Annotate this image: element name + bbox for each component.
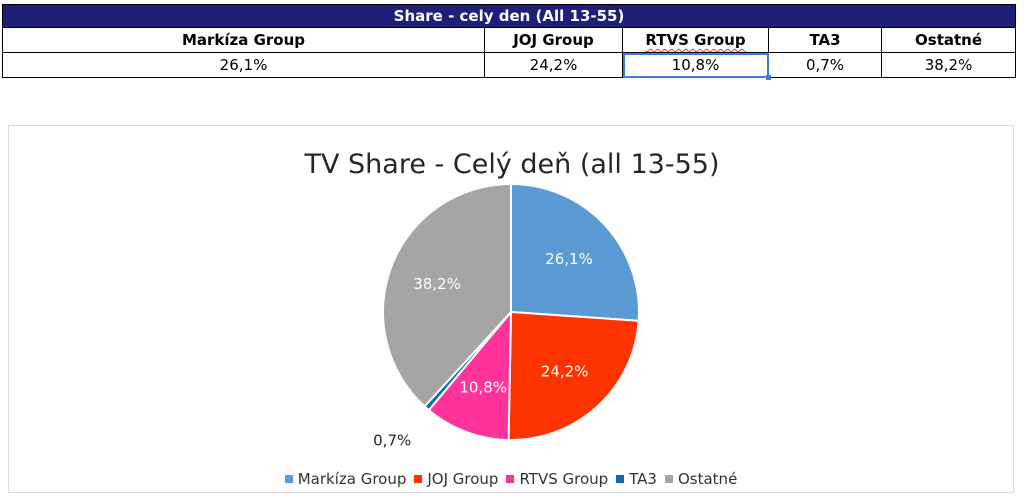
legend-swatch-joj [414, 474, 423, 483]
legend-item-ostatne[interactable]: Ostatné [664, 470, 738, 488]
header-ostatne[interactable]: Ostatné [880, 27, 1017, 53]
data-label-markiza: 26,1% [545, 250, 593, 268]
table-title[interactable]: Share - cely den (All 13-55) [1, 4, 1017, 28]
data-label-joj: 24,2% [541, 363, 589, 381]
chart-area[interactable]: TV Share - Celý deň (all 13-55) 26,1% 24,… [8, 125, 1014, 493]
table-header-row: Markíza Group JOJ Group RTVS Group TA3 O… [2, 27, 1017, 53]
legend-item-markiza[interactable]: Markíza Group [284, 470, 407, 488]
header-ta3[interactable]: TA3 [768, 27, 882, 53]
legend-swatch-rtvs [506, 474, 515, 483]
legend-label-markiza: Markíza Group [297, 470, 407, 488]
legend-item-joj[interactable]: JOJ Group [414, 470, 498, 488]
chart-legend: Markíza Group JOJ Group RTVS Group TA3 Ostat… [9, 470, 1013, 488]
header-markiza[interactable]: Markíza Group [2, 27, 485, 53]
fill-handle[interactable] [766, 75, 771, 80]
data-label-ta3: 0,7% [373, 431, 411, 449]
pie-slices [382, 182, 640, 441]
legend-label-joj: JOJ Group [427, 470, 499, 488]
value-ta3[interactable]: 0,7% [768, 52, 882, 78]
value-rtvs-selected-cell[interactable]: 10,8% [622, 52, 771, 80]
legend-label-rtvs: RTVS Group [519, 470, 609, 488]
data-label-ostatne: 38,2% [413, 275, 461, 293]
value-ostatne[interactable]: 38,2% [880, 52, 1017, 78]
pie-chart: TV Share - Celý deň (all 13-55) 26,1% 24,… [304, 149, 720, 449]
data-label-rtvs: 10,8% [459, 378, 507, 396]
legend-item-ta3[interactable]: TA3 [616, 470, 657, 488]
legend-swatch-ta3 [616, 474, 625, 483]
legend-swatch-markiza [284, 474, 293, 483]
legend-swatch-ostatne [664, 474, 673, 483]
legend-item-rtvs[interactable]: RTVS Group [506, 470, 608, 488]
table-title-row: Share - cely den (All 13-55) [1, 4, 1017, 28]
header-rtvs-label: RTVS Group [645, 31, 746, 49]
pie-data-labels: 26,1% 24,2% 10,8% 0,7% 38,2% [373, 250, 593, 449]
legend-label-ta3: TA3 [629, 470, 657, 488]
pie-slice-rtvs[interactable] [427, 309, 513, 441]
chart-title: TV Share - Celý deň (all 13-55) [304, 149, 720, 180]
value-rtvs: 10,8% [671, 56, 720, 74]
value-joj[interactable]: 24,2% [484, 52, 623, 78]
legend-label-ostatne: Ostatné [677, 470, 738, 488]
pie-slice-ostatne[interactable] [382, 182, 512, 408]
share-table: Share - cely den (All 13-55) Markíza Gro… [1, 4, 1017, 80]
table-value-row: 26,1% 24,2% 10,8% 0,7% 38,2% [2, 52, 1017, 80]
pie-slice-markiza[interactable] [510, 182, 640, 322]
header-rtvs[interactable]: RTVS Group [622, 27, 769, 53]
header-joj[interactable]: JOJ Group [484, 27, 623, 53]
pie-slice-joj[interactable] [507, 310, 640, 441]
value-markiza[interactable]: 26,1% [2, 52, 485, 78]
